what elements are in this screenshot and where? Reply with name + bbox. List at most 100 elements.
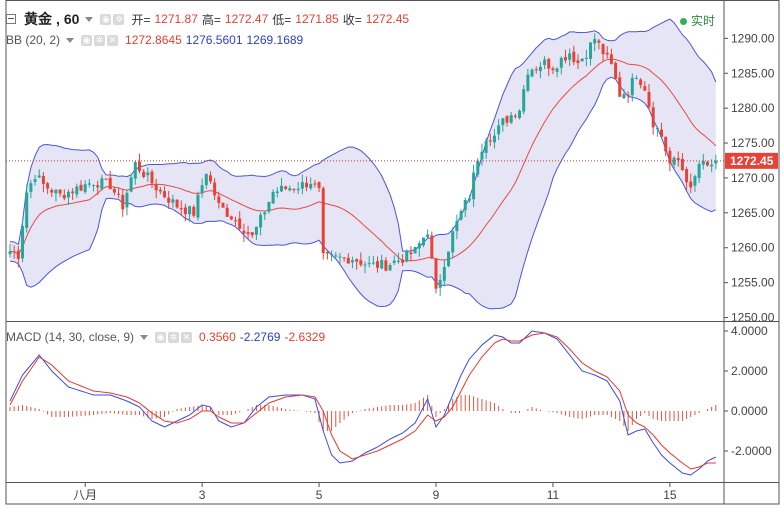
candle-body <box>41 176 45 184</box>
candle <box>401 254 405 267</box>
candle-body <box>430 235 434 259</box>
candle-body <box>338 256 342 258</box>
candle-body <box>467 198 471 201</box>
price-tick-label: 1270.00 <box>731 171 775 185</box>
macd-axis[interactable]: 4.0000 2.0000 0.0000 -2.0000 <box>724 324 772 458</box>
macd-pane[interactable] <box>9 330 717 476</box>
candle <box>267 201 271 214</box>
candle-body <box>488 140 492 142</box>
candle <box>346 253 350 264</box>
candle-body <box>196 194 200 218</box>
macd-signal-line <box>9 332 716 470</box>
candle <box>451 227 455 259</box>
candle-body <box>229 216 233 220</box>
candle <box>41 172 45 193</box>
candle <box>614 61 618 80</box>
candle-body <box>8 251 12 255</box>
candle-body <box>21 226 25 259</box>
eye-icon[interactable]: ◉ <box>81 34 93 46</box>
candle <box>92 184 96 192</box>
candle-body <box>355 259 359 262</box>
candle <box>292 188 296 193</box>
candle <box>163 186 167 199</box>
candle-body <box>66 191 70 198</box>
symbol-name[interactable]: 黄金 <box>24 11 52 27</box>
symbol-interval[interactable]: 60 <box>63 11 80 27</box>
close-icon[interactable]: ✕ <box>181 331 193 343</box>
candle <box>325 250 329 260</box>
candle <box>83 180 87 194</box>
candle-body <box>175 199 179 208</box>
eye-icon[interactable]: ◉ <box>100 13 112 25</box>
live-dot-icon <box>680 18 687 26</box>
candle <box>430 231 434 260</box>
candle <box>426 229 430 239</box>
candle-body <box>589 42 593 59</box>
candle-body <box>689 181 693 188</box>
candle <box>655 126 659 137</box>
candle-body <box>605 52 609 55</box>
candle-body <box>676 158 680 161</box>
candle <box>121 189 125 217</box>
candle <box>263 211 267 221</box>
candle-body <box>380 260 384 269</box>
bollinger-middle-line <box>9 58 717 262</box>
candle <box>275 187 279 198</box>
close-icon[interactable]: ✕ <box>107 34 119 46</box>
candle-body <box>618 77 622 97</box>
macd-tick-label: -2.0000 <box>731 444 772 458</box>
candle-body <box>576 60 580 64</box>
bb-indicator-name[interactable]: BB (20, 2) <box>6 33 61 47</box>
candle <box>179 200 183 216</box>
candle-body <box>146 172 150 176</box>
candle <box>639 78 643 89</box>
chevron-down-icon[interactable] <box>66 37 75 43</box>
macd-indicator-name[interactable]: MACD (14, 30, close, 9) <box>6 330 135 344</box>
candle-body <box>275 191 279 193</box>
candle-body <box>100 178 104 189</box>
candle <box>334 252 338 259</box>
gear-icon[interactable]: ✲ <box>168 331 180 343</box>
candle-body <box>376 261 380 268</box>
candle <box>313 179 317 188</box>
realtime-indicator[interactable]: 实时 <box>680 12 715 29</box>
price-tick-label: 1285.00 <box>731 66 775 80</box>
gear-icon[interactable]: ✲ <box>113 13 125 25</box>
price-pane[interactable] <box>8 18 718 310</box>
last-price-badge-text: 1272.45 <box>730 154 774 168</box>
candle-body <box>217 196 221 203</box>
candle-body <box>171 199 175 203</box>
candle <box>271 189 275 204</box>
candle <box>359 252 363 267</box>
candle <box>238 211 242 231</box>
candle-body <box>58 189 62 194</box>
candle <box>183 203 187 222</box>
price-axis[interactable]: 1250.00 1255.00 1260.00 1265.00 1270.00 1275.… <box>724 31 775 325</box>
candle-body <box>71 191 75 194</box>
candle-body <box>112 189 116 193</box>
candle <box>396 252 400 264</box>
chevron-down-icon[interactable] <box>140 334 149 340</box>
time-axis[interactable]: 八月 3 5 9 11 15 <box>73 483 677 502</box>
candle-body <box>288 188 292 191</box>
collapse-icon[interactable] <box>6 14 16 24</box>
eye-icon[interactable]: ◉ <box>155 331 167 343</box>
candle <box>112 186 116 196</box>
candle-body <box>271 191 275 204</box>
low-label: 低= <box>272 12 292 27</box>
candle-body <box>29 183 33 192</box>
candle-body <box>121 194 125 210</box>
candle-body <box>300 182 304 189</box>
chevron-down-icon[interactable] <box>85 16 94 22</box>
gear-icon[interactable]: ✲ <box>94 34 106 46</box>
candle <box>518 109 522 120</box>
candle <box>229 215 233 221</box>
candle <box>513 113 517 119</box>
candle-body <box>651 107 655 128</box>
macd-toolbar: ◉ ✲ ✕ <box>155 331 193 343</box>
candle-body <box>392 260 396 263</box>
candle <box>213 178 217 201</box>
candle <box>522 85 526 115</box>
candle <box>467 195 471 203</box>
candle <box>58 189 62 197</box>
